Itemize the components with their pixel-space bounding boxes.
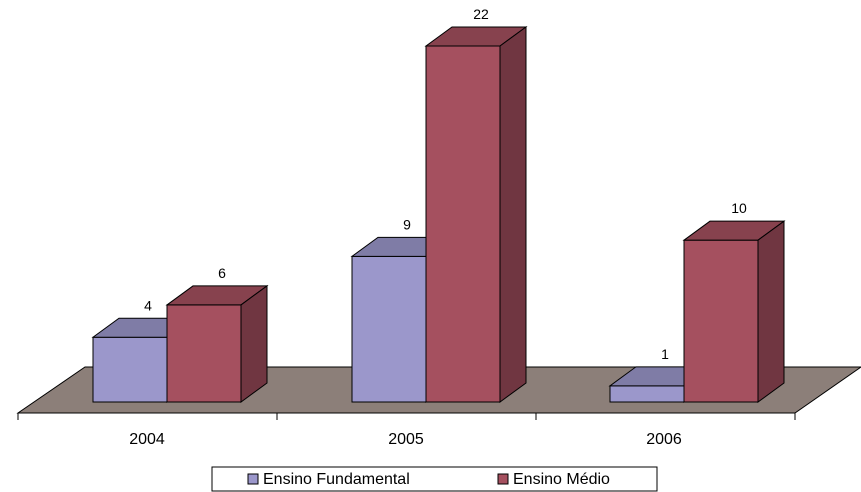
x-tick-label: 2005 <box>388 431 424 448</box>
legend-label: Ensino Médio <box>513 471 610 488</box>
legend-box <box>211 466 658 492</box>
bars <box>91 26 786 403</box>
data-labels: 4 6 9 22 1 10 <box>144 6 747 362</box>
bar-side <box>757 220 785 403</box>
bar-front <box>351 255 427 403</box>
data-label: 4 <box>144 297 152 313</box>
bar <box>682 220 786 403</box>
x-tick-label: 2006 <box>646 431 682 448</box>
bar <box>424 26 528 403</box>
bar-side <box>240 284 268 403</box>
bar-front <box>166 304 242 403</box>
data-label: 22 <box>473 6 489 22</box>
legend-label: Ensino Fundamental <box>263 471 410 488</box>
x-axis: 2004 2005 2006 <box>17 412 796 448</box>
bar-front <box>92 336 168 403</box>
legend-swatch <box>247 473 259 485</box>
data-label: 6 <box>218 265 226 281</box>
data-label: 9 <box>403 216 411 232</box>
data-label: 10 <box>731 200 747 216</box>
legend: Ensino Fundamental Ensino Médio <box>211 466 658 492</box>
bar-front <box>609 385 685 403</box>
bar <box>165 284 269 403</box>
legend-swatch <box>497 473 509 485</box>
bar-front <box>683 239 759 403</box>
data-label: 1 <box>661 346 669 362</box>
bar-front <box>425 45 501 403</box>
bar-side <box>499 26 527 403</box>
x-tick-label: 2004 <box>129 431 165 448</box>
